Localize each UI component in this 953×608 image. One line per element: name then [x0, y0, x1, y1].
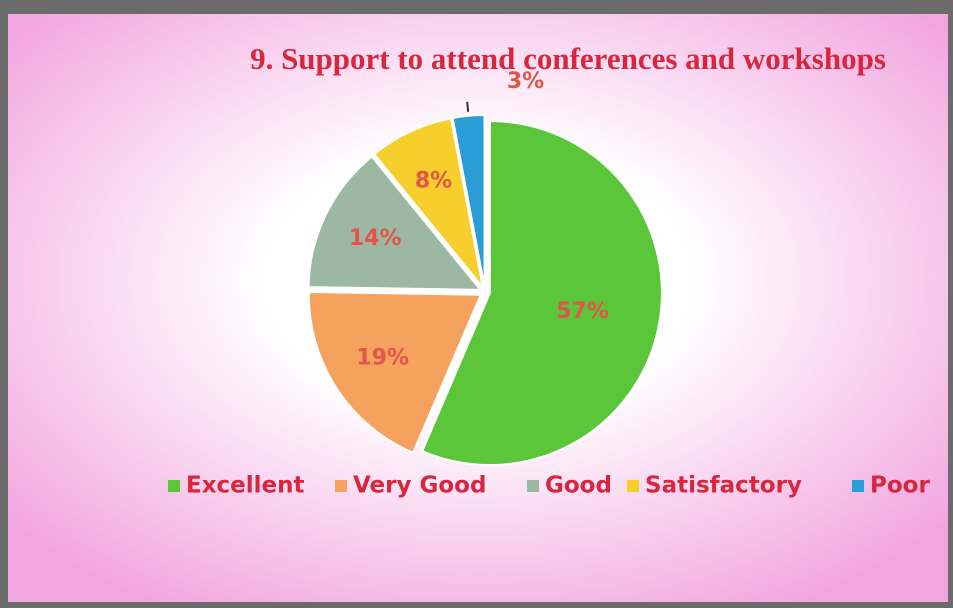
pie-slice [307, 291, 483, 455]
data-label: 3% [507, 69, 544, 94]
pie-slice [420, 120, 663, 466]
background [8, 14, 948, 602]
legend-label: Very Good [353, 473, 486, 499]
pie: 57% 19% 14% 8% 3% [307, 69, 663, 466]
legend-swatch [527, 480, 539, 492]
legend-label: Poor [870, 473, 930, 499]
pie-slice [307, 155, 483, 291]
data-label: 19% [356, 345, 409, 370]
data-label: 57% [556, 299, 609, 324]
legend-swatch [168, 480, 180, 492]
legend-swatch [335, 480, 347, 492]
pie-slice [372, 117, 484, 289]
data-label: 14% [349, 226, 402, 251]
legend-swatch [627, 480, 639, 492]
legend: Excellent Very Good Good Satisfactory Poor [168, 473, 930, 499]
legend-label: Good [545, 473, 612, 499]
legend-swatch [852, 480, 864, 492]
legend-label: Satisfactory [645, 473, 802, 499]
data-label: 8% [415, 168, 452, 193]
chart-title: 9. Support to attend conferences and wor… [250, 41, 886, 76]
legend-label: Excellent [186, 473, 305, 499]
pie-slice [451, 114, 486, 288]
leader-line [466, 101, 470, 112]
